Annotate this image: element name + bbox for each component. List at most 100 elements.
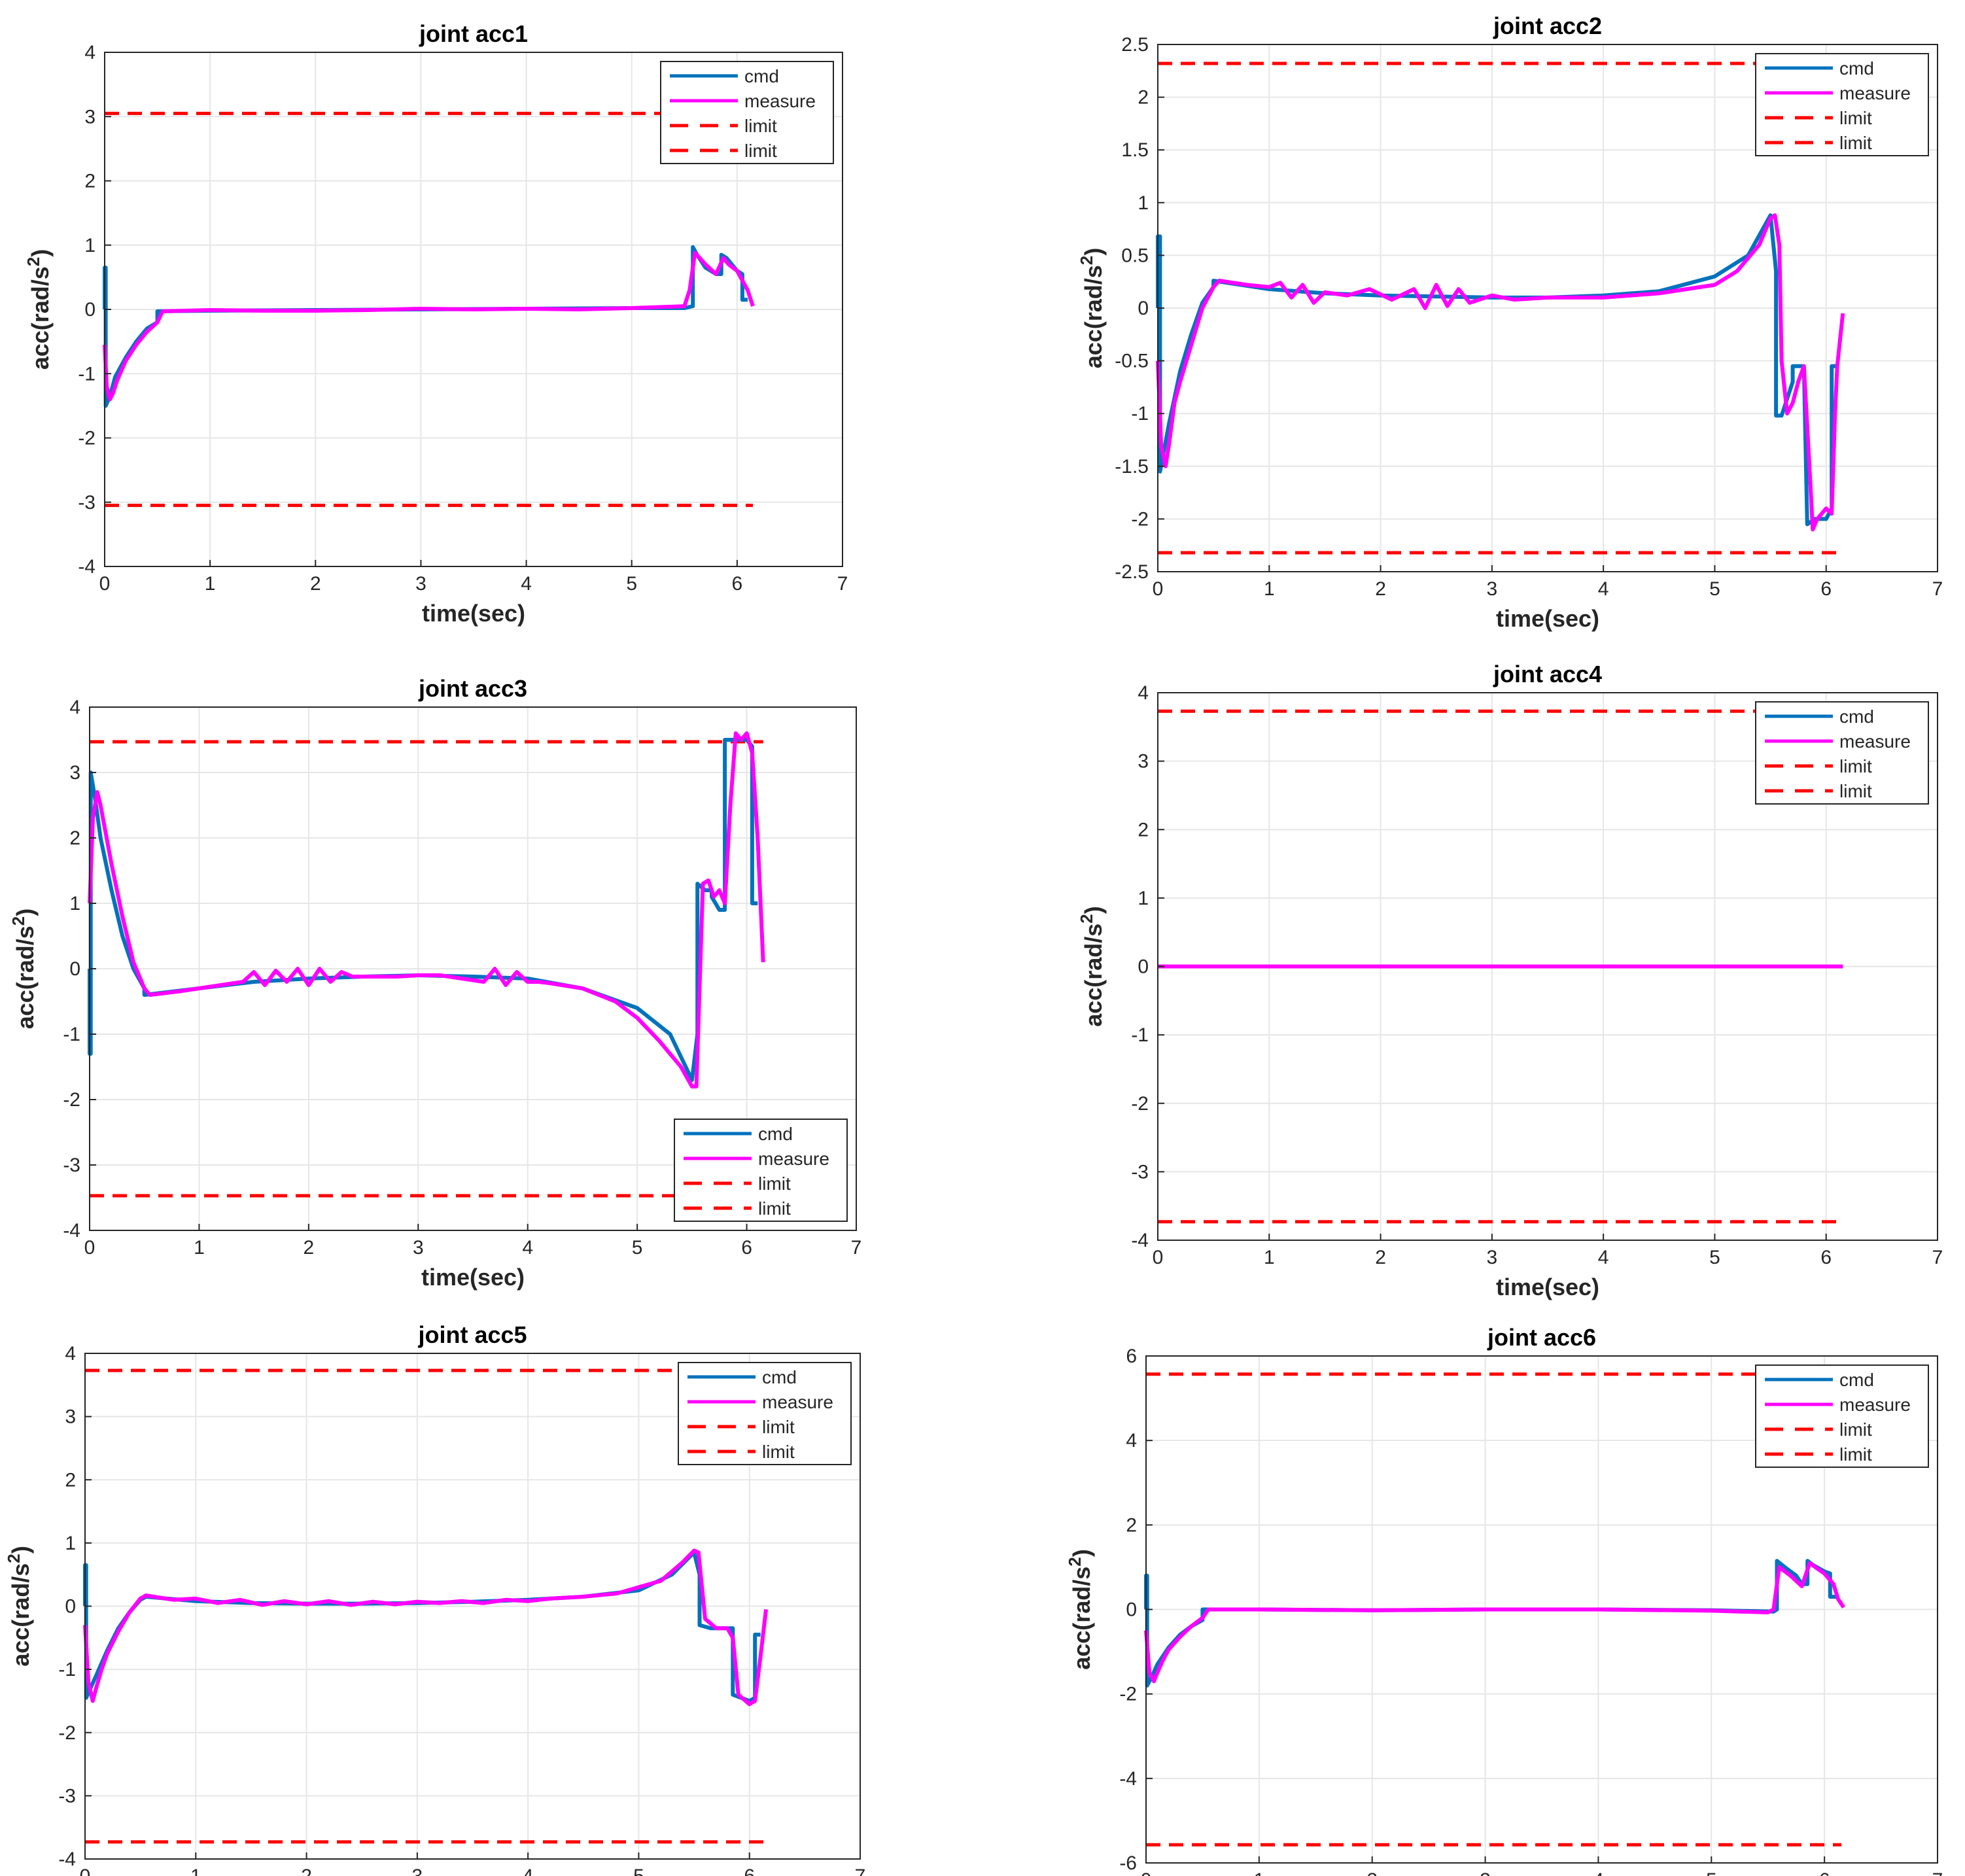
- y-tick-label: -1: [78, 363, 96, 385]
- y-tick-label: 1: [69, 893, 80, 914]
- y-tick-label: -6: [1119, 1852, 1137, 1874]
- legend-label-cmd: cmd: [1839, 1370, 1874, 1390]
- x-tick-label: 0: [84, 1237, 96, 1259]
- legend-box: [1755, 53, 1929, 156]
- x-tick-label: 3: [1487, 1247, 1498, 1268]
- y-tick-label: 0: [65, 1596, 76, 1618]
- y-tick-label: 4: [1126, 1430, 1137, 1451]
- x-tick-label: 0: [1153, 578, 1164, 600]
- x-tick-label: 0: [80, 1866, 91, 1876]
- y-tick-label: 2: [1138, 87, 1149, 109]
- y-tick-label: 3: [69, 762, 80, 784]
- legend-label-limit: limit: [1839, 781, 1872, 801]
- y-tick-label: -4: [1119, 1768, 1137, 1790]
- y-tick-label: -4: [58, 1849, 76, 1870]
- y-tick-label: 3: [1138, 751, 1149, 773]
- legend-label-limit: limit: [1839, 1419, 1872, 1440]
- x-tick-label: 1: [1264, 1247, 1275, 1268]
- legend-label-measure: measure: [744, 91, 816, 111]
- series-line-measure: [83, 1548, 769, 1707]
- y-tick-label: 3: [65, 1406, 76, 1428]
- y-axis-label-close: ): [27, 249, 54, 257]
- legend-label-measure: measure: [762, 1392, 833, 1412]
- x-tick-label: 3: [413, 1237, 424, 1259]
- legend-box: [674, 1119, 848, 1222]
- y-tick-label: 1: [1138, 888, 1149, 909]
- y-tick-label: 3: [84, 106, 96, 128]
- y-axis-label: acc(rad/s2): [1077, 248, 1107, 369]
- x-tick-label: 4: [521, 573, 532, 595]
- x-tick-label: 1: [1264, 578, 1275, 600]
- x-tick-label: 2: [304, 1237, 315, 1259]
- legend-label-cmd: cmd: [762, 1367, 797, 1387]
- legend-label-cmd: cmd: [1839, 58, 1874, 78]
- x-axis-label: time(sec): [1496, 605, 1599, 632]
- x-tick-label: 7: [1932, 1247, 1943, 1268]
- y-tick-label: -3: [58, 1785, 76, 1807]
- y-tick-label: -3: [1131, 1161, 1149, 1183]
- legend-label-measure: measure: [1839, 731, 1911, 752]
- legend-label-cmd: cmd: [744, 66, 779, 86]
- x-tick-label: 7: [855, 1866, 866, 1876]
- y-tick-label: 0: [1138, 298, 1149, 319]
- y-tick-label: 6: [1126, 1346, 1137, 1367]
- legend-box: [1755, 1364, 1929, 1468]
- x-tick-label: 4: [1598, 578, 1609, 600]
- x-tick-label: 7: [837, 573, 848, 595]
- x-tick-label: 5: [632, 1237, 643, 1259]
- series-line-measure: [1144, 1561, 1845, 1684]
- x-tick-label: 7: [1932, 1869, 1943, 1876]
- x-tick-label: 2: [1366, 1869, 1378, 1876]
- y-tick-label: -1: [1131, 403, 1149, 425]
- y-tick-label: -2: [78, 428, 96, 449]
- x-tick-label: 4: [522, 1237, 533, 1259]
- y-axis-label-superscript: 2: [4, 1554, 24, 1563]
- y-tick-label: -1.5: [1115, 456, 1149, 478]
- series-line-cmd: [1156, 213, 1837, 527]
- x-tick-label: 1: [205, 573, 216, 595]
- y-tick-label: -1: [1131, 1024, 1149, 1046]
- legend-label-limit: limit: [758, 1198, 791, 1219]
- legend-label-limit: limit: [762, 1442, 795, 1462]
- x-tick-label: 5: [1706, 1869, 1717, 1876]
- y-tick-label: 2: [84, 171, 96, 192]
- chart-4: 0 1 2 3 4 5 6 7 -4 -3 -2 -1 0 1 2 3 4 joint acc4 time(sec)…: [1077, 661, 1943, 1300]
- y-axis-label: acc(rad/s2): [9, 909, 39, 1030]
- y-tick-label: 4: [84, 42, 96, 63]
- y-tick-label: -2: [58, 1722, 76, 1744]
- x-tick-label: 6: [741, 1237, 752, 1259]
- legend: cmd measure limit limit: [1755, 701, 1929, 805]
- x-tick-label: 3: [1487, 578, 1498, 600]
- y-axis-label-close: ): [1080, 906, 1107, 914]
- y-tick-label: 0: [1138, 956, 1149, 978]
- legend-label-measure: measure: [758, 1149, 829, 1169]
- x-tick-label: 2: [1375, 1247, 1386, 1268]
- y-axis-label-superscript: 2: [1065, 1557, 1085, 1566]
- chart-title: joint acc3: [418, 675, 527, 702]
- x-tick-label: 5: [1709, 1247, 1720, 1268]
- x-tick-label: 1: [194, 1237, 205, 1259]
- x-tick-label: 4: [1593, 1869, 1604, 1876]
- legend-label-measure: measure: [1839, 1395, 1911, 1415]
- y-axis-label: acc(rad/s2): [4, 1546, 34, 1667]
- y-tick-label: -1: [58, 1659, 76, 1680]
- y-tick-label: 2: [65, 1469, 76, 1491]
- y-axis-label-superscript: 2: [9, 916, 28, 926]
- x-tick-label: 6: [744, 1866, 755, 1876]
- y-tick-label: 2.5: [1121, 34, 1149, 56]
- y-tick-label: -3: [78, 492, 96, 513]
- chart-1: 0 1 2 3 4 5 6 7 -4 -3 -2 -1 0 1 2 3 4 joint acc1 time(sec)…: [24, 20, 848, 627]
- y-tick-label: 4: [1138, 682, 1149, 704]
- x-axis-label: time(sec): [422, 600, 525, 627]
- y-axis-label: acc(rad/s2): [24, 249, 54, 370]
- series-line-measure: [88, 731, 765, 1088]
- legend-box: [660, 61, 834, 164]
- y-axis-label-superscript: 2: [1077, 256, 1096, 265]
- y-tick-label: -1: [63, 1024, 80, 1045]
- x-axis-label: time(sec): [421, 1264, 525, 1291]
- x-tick-label: 6: [1820, 1247, 1832, 1268]
- x-tick-label: 0: [99, 573, 111, 595]
- x-tick-label: 5: [633, 1866, 644, 1876]
- y-tick-label: -2: [1131, 1093, 1149, 1115]
